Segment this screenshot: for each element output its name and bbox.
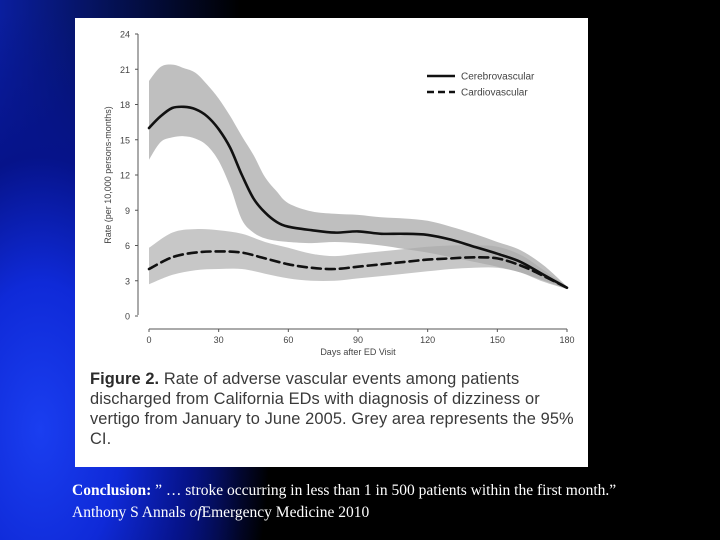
caption-text: Rate of adverse vascular events among pa… (90, 370, 574, 448)
x-tick-label: 30 (214, 335, 224, 345)
x-tick-label: 90 (353, 335, 363, 345)
conclusion-of: of (189, 504, 202, 521)
series-line-cerebrovascular (147, 105, 569, 290)
y-axis-title: Rate (per 10,000 persons-months) (103, 106, 113, 244)
conclusion-tail: Emergency Medicine 2010 (201, 504, 370, 521)
y-tick-label: 12 (120, 171, 130, 181)
y-tick-label: 9 (125, 206, 130, 216)
y-tick-label: 0 (125, 312, 130, 322)
x-tick-label: 60 (283, 335, 293, 345)
conclusion-quote: ” … stroke occurring in less than 1 in 5… (72, 482, 617, 521)
line-chart: 0 3 6 9 12 15 18 21 24 0 30 60 90 120 150 180 Days after… (103, 30, 575, 358)
x-tick-label: 150 (490, 335, 505, 345)
x-tick-label: 120 (420, 335, 435, 345)
figure-panel: 0 3 6 9 12 15 18 21 24 0 30 60 90 120 150 180 Days after… (75, 18, 588, 467)
figure-caption: Figure 2. Rate of adverse vascular event… (90, 369, 590, 449)
y-tick-label: 15 (120, 135, 130, 145)
legend-label-cerebrovascular: Cerebrovascular (461, 72, 535, 83)
conclusion-label: Conclusion: (72, 482, 152, 499)
y-tick-label: 21 (120, 65, 130, 75)
ci-band-cerebrovascular (149, 64, 567, 289)
x-axis-title: Days after ED Visit (320, 347, 396, 357)
series-line-cardiovascular (147, 250, 569, 290)
y-tick-label: 24 (120, 30, 130, 40)
legend-label-cardiovascular: Cardiovascular (461, 88, 528, 99)
y-tick-label: 18 (120, 100, 130, 110)
x-tick-label: 0 (146, 335, 151, 345)
y-tick-label: 6 (125, 241, 130, 251)
caption-label: Figure 2. (90, 370, 160, 388)
x-tick-label: 180 (559, 335, 574, 345)
conclusion-text: Conclusion: ” … stroke occurring in less… (72, 480, 672, 524)
y-tick-label: 3 (125, 276, 130, 286)
ci-band-cardiovascular (149, 228, 567, 289)
